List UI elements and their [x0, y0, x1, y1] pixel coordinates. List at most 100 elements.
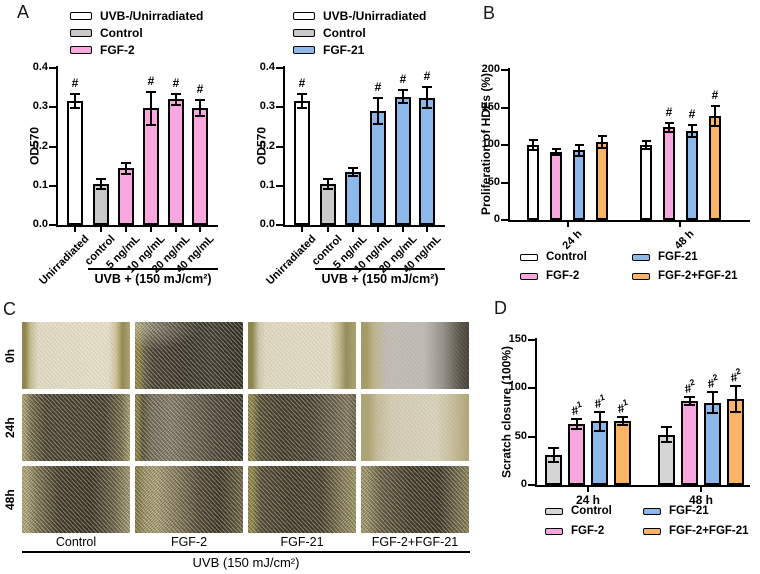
- bar: [345, 172, 361, 225]
- x-tick: [301, 227, 303, 232]
- error-bar-cap: [664, 130, 674, 133]
- x-tick: [175, 227, 177, 232]
- scratch-column-label: Control: [55, 535, 97, 549]
- error-bar-cap: [96, 177, 106, 180]
- error-bar-cap: [528, 138, 538, 141]
- panel-a-letter: A: [17, 2, 30, 22]
- error-bar-line: [150, 91, 152, 125]
- x-group-bracket: [88, 268, 218, 270]
- y-tick: [49, 106, 56, 109]
- y-tick: [528, 339, 535, 341]
- error-bar-cap: [373, 96, 383, 99]
- error-bar-cap: [684, 403, 695, 406]
- error-bar-line: [100, 178, 102, 189]
- error-bar-line: [734, 386, 737, 412]
- bar: [118, 168, 134, 225]
- significance-annotation: #: [399, 71, 407, 86]
- scratch-image-0h-fgf-2: [135, 322, 243, 389]
- y-tick-label: 0: [520, 478, 527, 490]
- x-group-label: UVB + (150 mJ/cm²): [94, 272, 212, 286]
- bar: [704, 402, 721, 485]
- error-bar-line: [125, 162, 127, 174]
- scratch-column-label: FGF-2+FGF-21: [371, 535, 459, 549]
- legend-label: Control: [571, 505, 612, 517]
- bar: [614, 421, 631, 485]
- error-bar-cap: [323, 177, 333, 180]
- error-bar-cap: [398, 88, 408, 91]
- legend-label: UVB-/Unirradiated: [100, 9, 204, 23]
- bar: [143, 108, 159, 225]
- x-tick: [125, 227, 127, 232]
- y-tick-label: 0.1: [32, 178, 48, 191]
- x-tick: [327, 227, 329, 232]
- scratch-caption: UVB (150 mJ/cm²): [192, 555, 300, 570]
- x-axis-line: [283, 225, 445, 227]
- legend-swatch: [293, 29, 315, 37]
- y-tick-label: 0.3: [32, 100, 48, 113]
- error-bar-line: [621, 417, 624, 426]
- error-bar-line: [711, 392, 714, 414]
- error-bar-cap: [571, 418, 582, 421]
- y-tick: [501, 144, 508, 146]
- error-bar-cap: [574, 154, 584, 157]
- y-tick-label: 50: [514, 429, 527, 442]
- y-tick: [49, 184, 56, 187]
- x-category-label: 24 h: [575, 493, 600, 507]
- error-bar-cap: [171, 92, 181, 95]
- significance-annotation: #: [423, 69, 431, 84]
- scratch-image-24h-fgf-2+fgf-21: [361, 394, 469, 461]
- error-bar-cap: [422, 107, 432, 110]
- y-tick: [276, 224, 283, 226]
- scratch-image-0h-control: [22, 322, 130, 389]
- error-bar-line: [175, 93, 177, 106]
- error-bar-cap: [121, 161, 131, 164]
- error-bar-line: [578, 145, 580, 156]
- error-bar-line: [199, 100, 201, 116]
- x-tick: [566, 222, 569, 227]
- bar: [681, 400, 698, 485]
- y-tick-label: 150: [508, 333, 527, 345]
- scratch-image-48h-fgf-21: [248, 466, 356, 533]
- legend-swatch: [545, 528, 563, 535]
- error-bar-line: [645, 141, 647, 149]
- error-bar-line: [352, 168, 354, 176]
- x-tick: [377, 227, 379, 232]
- error-bar-line: [555, 148, 557, 155]
- panel-c-letter: C: [3, 299, 16, 319]
- error-bar-cap: [551, 153, 561, 156]
- bar: [370, 110, 386, 225]
- scratch-image-48h-fgf-2+fgf-21: [361, 466, 469, 533]
- legend-swatch: [70, 46, 92, 54]
- error-bar-line: [714, 106, 716, 126]
- significance-annotation: #: [374, 79, 382, 94]
- bar: [527, 145, 539, 220]
- error-bar-cap: [730, 385, 741, 388]
- significance-annotation: #: [665, 104, 673, 119]
- y-tick: [276, 67, 283, 69]
- y-tick: [528, 435, 535, 438]
- x-tick: [74, 227, 76, 232]
- error-bar-line: [665, 427, 668, 443]
- error-bar-cap: [96, 187, 106, 190]
- y-tick: [501, 181, 508, 184]
- error-bar-line: [691, 124, 693, 137]
- y-tick: [528, 387, 535, 390]
- legend-swatch: [643, 508, 661, 515]
- scratch-column-label: FGF-21: [280, 535, 324, 549]
- bar: [419, 97, 435, 225]
- scratch-image-24h-fgf-21: [248, 394, 356, 461]
- y-tick: [501, 219, 508, 221]
- legend-swatch: [520, 254, 538, 261]
- bar: [573, 150, 585, 220]
- panel-b-letter: B: [483, 3, 496, 23]
- bar: [663, 127, 675, 220]
- scratch-underline: [22, 551, 470, 553]
- error-bar-cap: [548, 460, 559, 463]
- error-bar-cap: [297, 93, 307, 96]
- error-bar-cap: [641, 147, 651, 150]
- error-bar-cap: [70, 93, 80, 96]
- error-bar-cap: [195, 99, 205, 102]
- error-bar-cap: [121, 172, 131, 175]
- y-axis-line: [56, 66, 58, 227]
- bar: [294, 101, 310, 225]
